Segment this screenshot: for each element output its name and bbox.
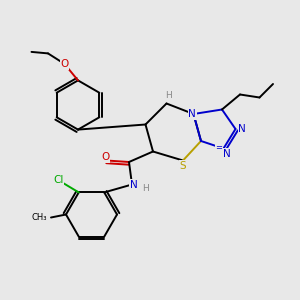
Text: O: O — [60, 59, 69, 69]
Text: O: O — [101, 152, 109, 162]
Text: H: H — [165, 92, 171, 100]
Text: Cl: Cl — [53, 175, 64, 185]
Text: S: S — [180, 161, 186, 171]
Text: N: N — [188, 109, 196, 119]
Text: =: = — [215, 143, 222, 152]
Text: CH₃: CH₃ — [32, 213, 47, 222]
Text: N: N — [238, 124, 246, 134]
Text: H: H — [142, 184, 149, 193]
Text: O: O — [60, 59, 69, 69]
Text: N: N — [223, 149, 231, 159]
Text: N: N — [130, 179, 137, 190]
